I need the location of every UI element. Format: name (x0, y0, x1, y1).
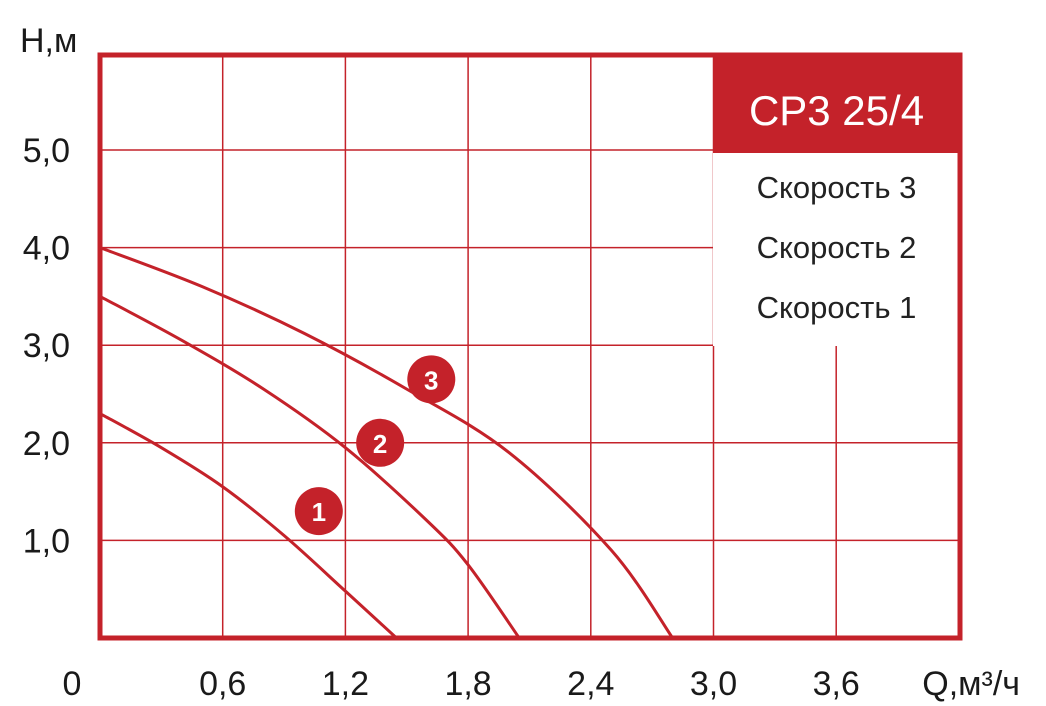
legend-entry: Скорость 3 (757, 170, 917, 205)
chart-title: CP3 25/4 (749, 87, 924, 134)
legend-entry: Скорость 2 (757, 230, 917, 265)
curve-speed-1 (99, 412, 398, 640)
marker-label: 3 (424, 365, 438, 395)
curve-markers: 1 2 3 (294, 355, 456, 536)
legend: CP3 25/4 Скорость 3 Скорость 2 Скорость 1 (713, 55, 960, 346)
legend-entry: Скорость 1 (757, 290, 917, 325)
tick-labels: 0,6 1,2 1,8 2,4 3,0 3,6 1,0 2,0 3,0 4,0 5,0 (23, 132, 860, 703)
marker-label: 1 (312, 497, 326, 527)
x-tick-label: 3,6 (813, 665, 860, 703)
y-tick-label: 4,0 (23, 230, 70, 268)
x-axis-label: Q,м³/ч (922, 665, 1020, 703)
plot-frame (97, 52, 963, 641)
y-axis-label: H,м (20, 22, 77, 60)
x-tick-label: 3,0 (690, 665, 737, 703)
curve-speed-2 (99, 295, 521, 639)
y-tick-label: 2,0 (23, 425, 70, 463)
y-tick-label: 3,0 (23, 327, 70, 365)
curves (99, 246, 674, 640)
y-tick-label: 5,0 (23, 132, 70, 170)
marker-circle (407, 355, 456, 404)
marker-label: 2 (373, 429, 387, 459)
x-tick-label: 1,2 (322, 665, 369, 703)
x-tick-label: 1,8 (444, 665, 491, 703)
x-tick-label: 0,6 (199, 665, 246, 703)
y-tick-label: 1,0 (23, 522, 70, 560)
curve-speed-3 (99, 246, 674, 639)
marker-circle (356, 418, 405, 467)
x-tick-label: 2,4 (567, 665, 614, 703)
legend-title-box (713, 55, 960, 153)
marker-circle (294, 487, 343, 536)
origin-label: 0 (63, 665, 82, 703)
